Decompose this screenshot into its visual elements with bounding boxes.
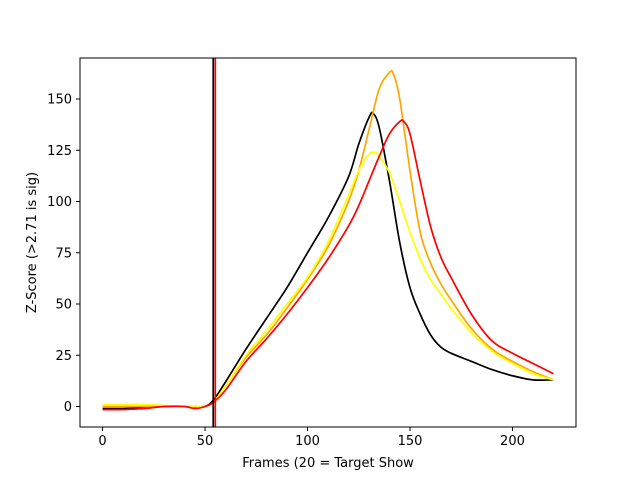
- x-axis-label: Frames (20 = Target Show: [242, 456, 414, 471]
- y-tick-label: 125: [47, 144, 72, 159]
- y-axis-label: Z-Score (>2.71 is sig): [25, 172, 40, 313]
- x-tick-label: 100: [295, 434, 320, 449]
- series-layer: [102, 69, 554, 411]
- vline-layer: [212, 58, 217, 427]
- y-tick-label: 0: [64, 400, 72, 415]
- x-tick-label: 200: [500, 434, 525, 449]
- plot-area-frame: [79, 57, 577, 428]
- y-tick-label: 75: [55, 246, 72, 261]
- series-line-1: [102, 111, 554, 410]
- x-tick-label: 50: [197, 434, 214, 449]
- y-tick-label: 50: [55, 298, 72, 313]
- y-axis-ticks: 0 25 50 75 100 125 150: [47, 93, 80, 415]
- y-tick-label: 150: [47, 93, 72, 108]
- series-line-3: [102, 151, 554, 408]
- y-tick-label: 100: [47, 195, 72, 210]
- y-tick-label: 25: [55, 349, 72, 364]
- x-tick-label: 0: [98, 434, 106, 449]
- x-tick-label: 150: [398, 434, 423, 449]
- series-line-4: [102, 119, 554, 411]
- x-axis-ticks: 0 50 100 150 200: [98, 427, 525, 449]
